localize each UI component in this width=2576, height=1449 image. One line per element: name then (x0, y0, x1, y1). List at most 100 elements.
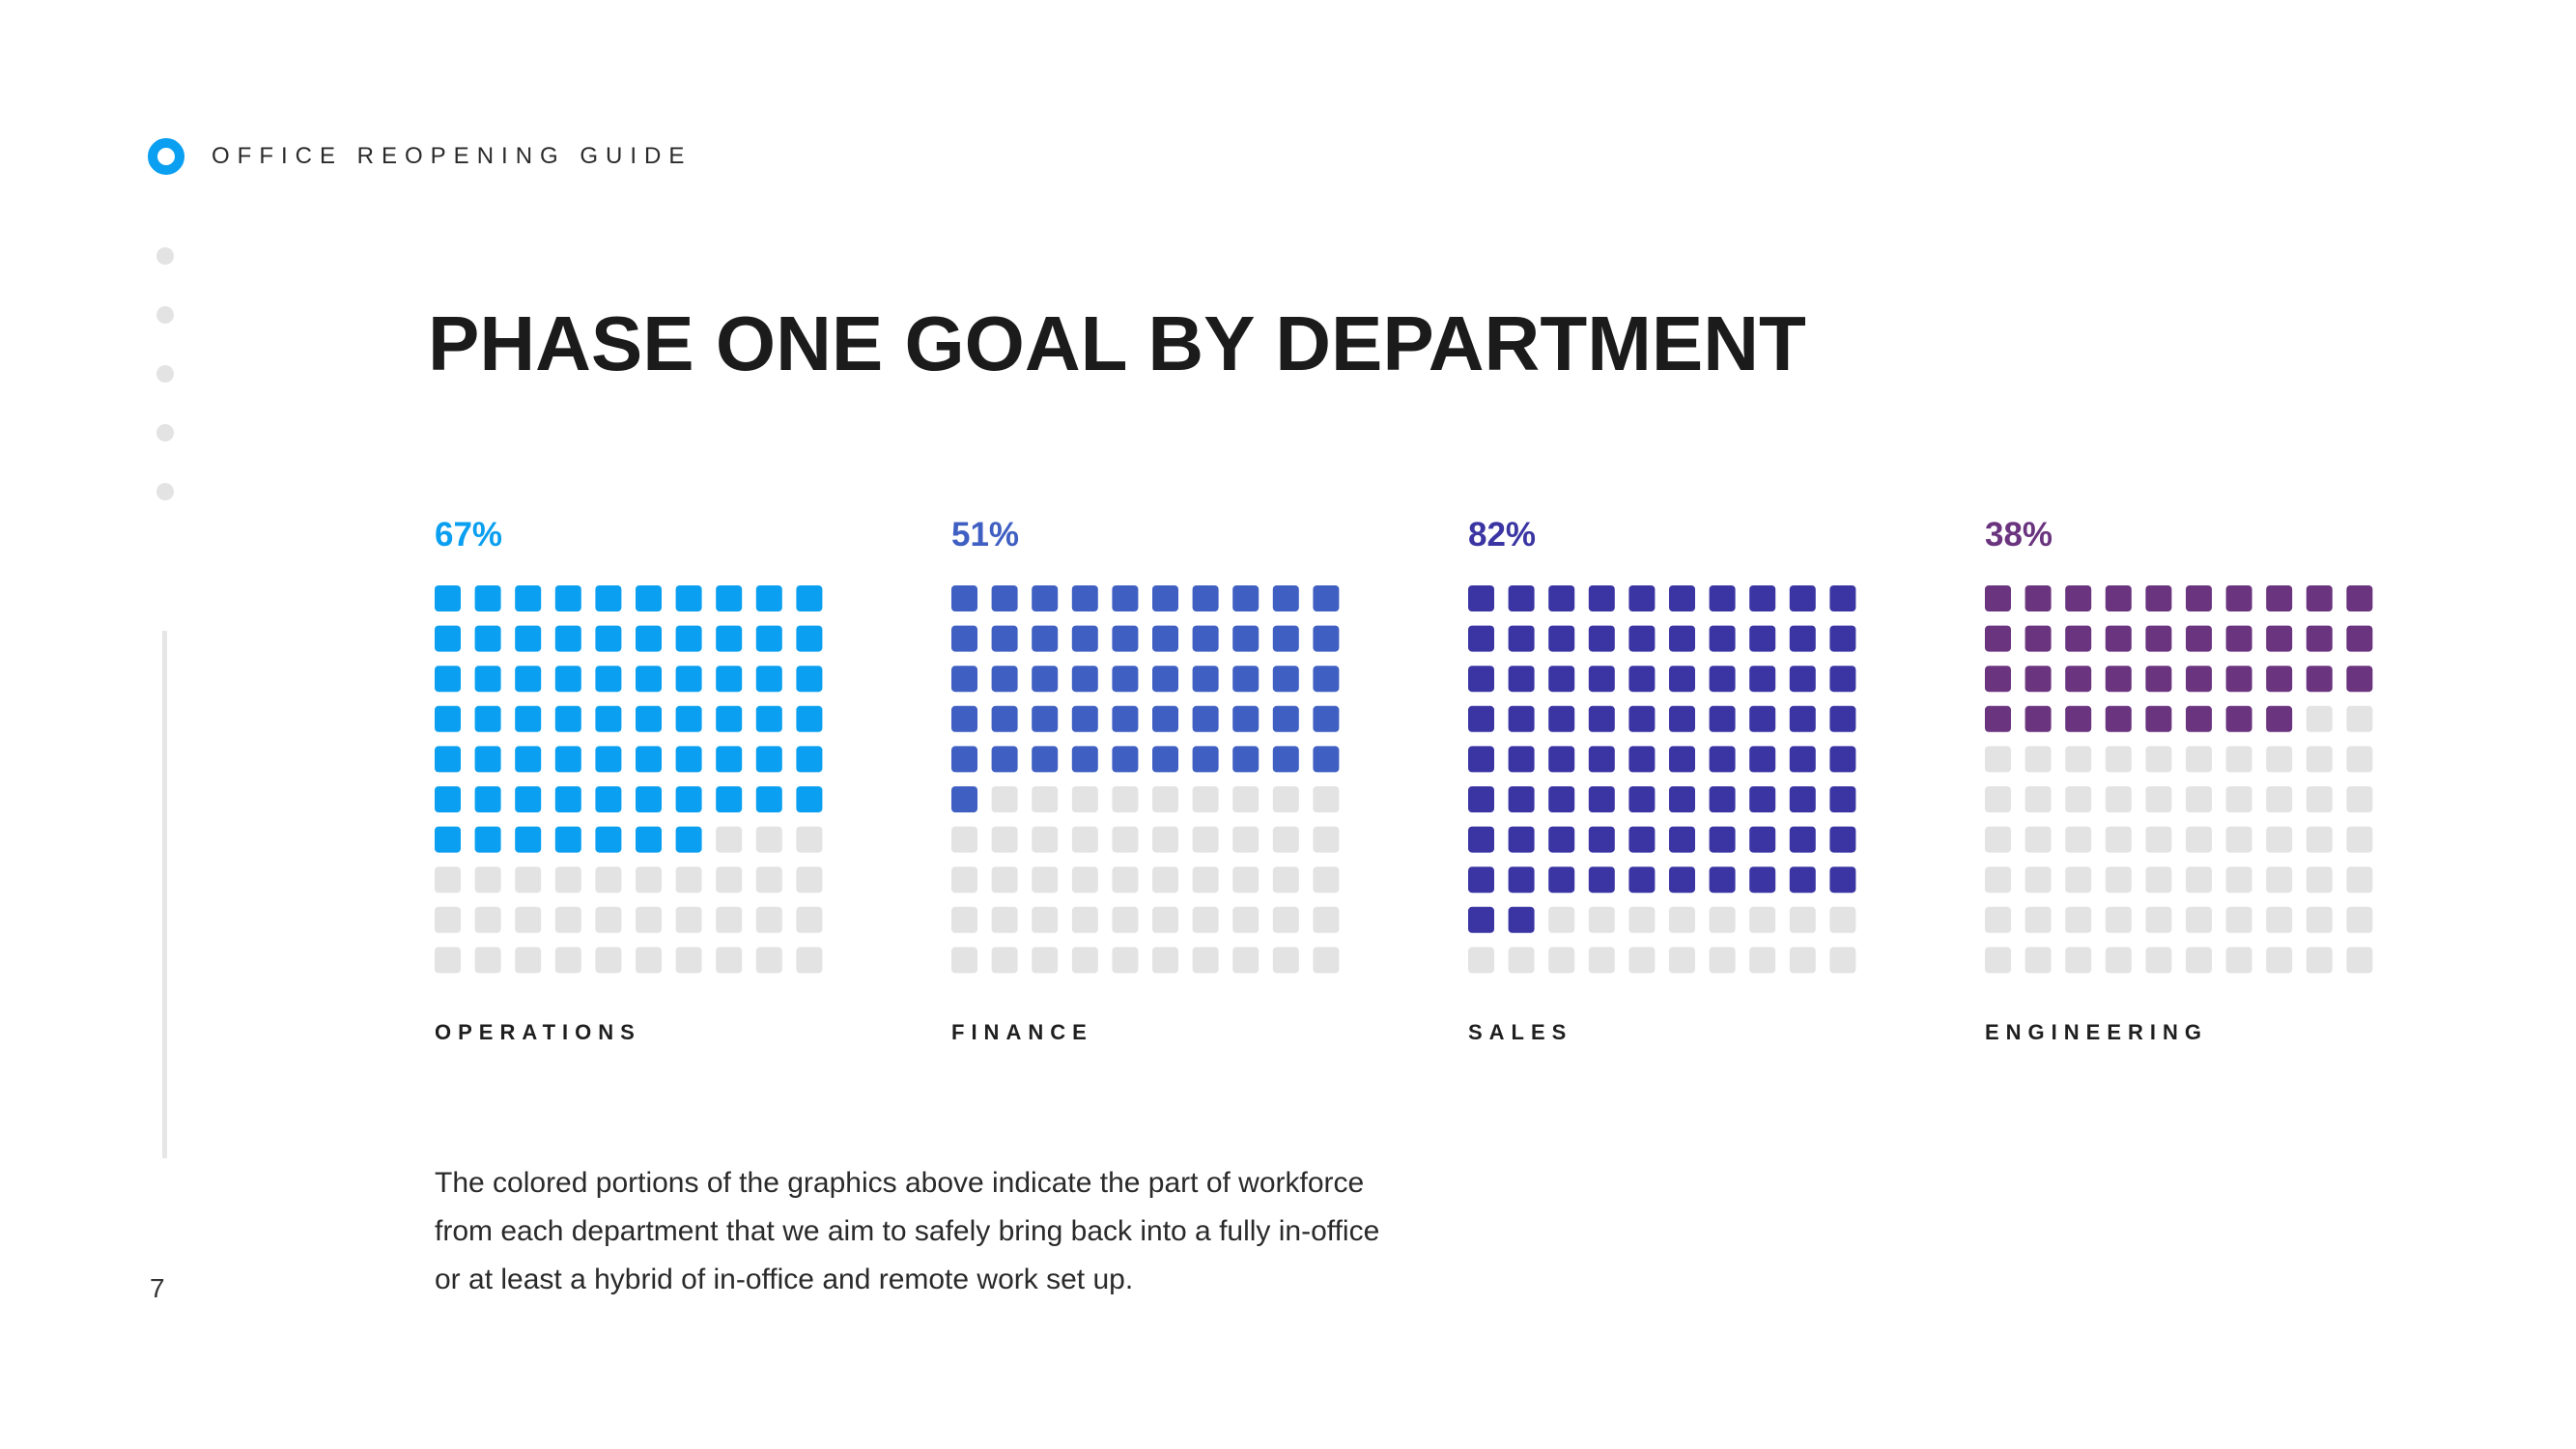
waffle-square-empty (2306, 867, 2333, 894)
waffle-square-filled (2266, 666, 2293, 693)
waffle-square-empty (1032, 867, 1059, 894)
waffle-square-empty (951, 906, 977, 933)
waffle-square-empty (2065, 746, 2092, 773)
waffle-square-filled (595, 786, 622, 812)
waffle-square-empty (2186, 906, 2212, 933)
waffle-square-filled (1588, 625, 1615, 652)
waffle-square-filled (636, 666, 662, 693)
waffle-square-filled (2024, 585, 2052, 611)
nav-dot-5[interactable] (156, 483, 174, 500)
waffle-square-filled (755, 585, 782, 611)
waffle-square-filled (1192, 625, 1219, 652)
waffle-square-filled (1232, 585, 1260, 611)
waffle-square-filled (2306, 625, 2333, 652)
waffle-square-empty (1628, 906, 1656, 933)
waffle-square-filled (716, 746, 743, 773)
waffle-square-empty (2145, 947, 2172, 974)
waffle-square-filled (1192, 666, 1219, 693)
waffle-square-filled (2024, 625, 2052, 652)
waffle-square-filled (595, 585, 622, 611)
waffle-square-filled (1749, 705, 1776, 732)
waffle-square-filled (1152, 666, 1178, 693)
waffle-square-empty (1192, 867, 1219, 894)
waffle-square-filled (2306, 666, 2333, 693)
waffle-group-operations: 67% OPERATIONS (435, 516, 823, 1044)
waffle-square-filled (2105, 625, 2132, 652)
waffle-square-empty (1112, 786, 1139, 812)
waffle-square-empty (1152, 867, 1178, 894)
waffle-square-empty (1232, 906, 1260, 933)
waffle-square-empty (2105, 786, 2132, 812)
waffle-square-filled (474, 786, 501, 812)
page-title: PHASE ONE GOAL BY DEPARTMENT (428, 300, 1806, 386)
waffle-square-filled (1508, 705, 1535, 732)
waffle-square-empty (636, 947, 662, 974)
waffle-square-empty (675, 867, 702, 894)
waffle-square-filled (1112, 666, 1139, 693)
waffle-square-filled (2225, 585, 2252, 611)
waffle-square-empty (435, 947, 461, 974)
waffle-square-filled (2065, 625, 2092, 652)
waffle-square-empty (1272, 906, 1299, 933)
waffle-square-filled (2266, 585, 2293, 611)
waffle-square-empty (1232, 786, 1260, 812)
department-label: ENGINEERING (1985, 1020, 2208, 1044)
waffle-square-filled (1032, 625, 1059, 652)
waffle-square-filled (1313, 746, 1340, 773)
waffle-square-empty (716, 826, 743, 853)
waffle-square-filled (435, 625, 461, 652)
waffle-square-filled (1749, 746, 1776, 773)
waffle-square-empty (1829, 947, 1856, 974)
nav-dot-2[interactable] (156, 306, 174, 324)
waffle-square-empty (755, 906, 782, 933)
waffle-square-filled (1548, 585, 1575, 611)
waffle-square-filled (2105, 666, 2132, 693)
waffle-square-filled (1272, 585, 1299, 611)
waffle-square-empty (2145, 906, 2172, 933)
waffle-square-empty (515, 947, 542, 974)
waffle-square-filled (1829, 786, 1856, 812)
waffle-square-filled (1548, 867, 1575, 894)
waffle-square-filled (1588, 585, 1615, 611)
waffle-square-empty (1232, 947, 1260, 974)
waffle-square-empty (554, 867, 581, 894)
waffle-square-empty (2266, 947, 2293, 974)
waffle-square-filled (2145, 666, 2172, 693)
waffle-square-empty (595, 947, 622, 974)
waffle-square-empty (991, 786, 1018, 812)
waffle-square-filled (435, 786, 461, 812)
waffle-square-filled (1985, 666, 2011, 693)
waffle-square-filled (1829, 705, 1856, 732)
waffle-square-filled (1152, 746, 1178, 773)
waffle-square-empty (515, 867, 542, 894)
waffle-square-filled (595, 826, 622, 853)
waffle-square-empty (1071, 826, 1098, 853)
waffle-square-filled (755, 705, 782, 732)
waffle-square-filled (1508, 666, 1535, 693)
waffle-square-empty (2225, 786, 2252, 812)
waffle-square-empty (2266, 786, 2293, 812)
department-label: SALES (1468, 1020, 1572, 1044)
waffle-square-filled (1749, 786, 1776, 812)
waffle-square-filled (1628, 746, 1656, 773)
waffle-square-filled (1789, 826, 1816, 853)
waffle-square-filled (554, 826, 581, 853)
waffle-square-filled (796, 746, 823, 773)
waffle-square-filled (1789, 625, 1816, 652)
department-label: FINANCE (951, 1020, 1093, 1044)
waffle-square-filled (595, 705, 622, 732)
waffle-square-empty (2065, 786, 2092, 812)
waffle-square-filled (2065, 585, 2092, 611)
nav-dot-1[interactable] (156, 247, 174, 265)
waffle-group-finance: 51% FINANCE (951, 516, 1340, 1044)
waffle-square-empty (1272, 947, 1299, 974)
waffle-square-empty (1709, 906, 1736, 933)
nav-dot-4[interactable] (156, 424, 174, 441)
waffle-square-filled (1829, 746, 1856, 773)
waffle-square-filled (1272, 666, 1299, 693)
waffle-square-empty (595, 906, 622, 933)
waffle-square-empty (1112, 906, 1139, 933)
nav-dot-3[interactable] (156, 365, 174, 383)
waffle-square-filled (716, 625, 743, 652)
waffle-square-filled (675, 585, 702, 611)
